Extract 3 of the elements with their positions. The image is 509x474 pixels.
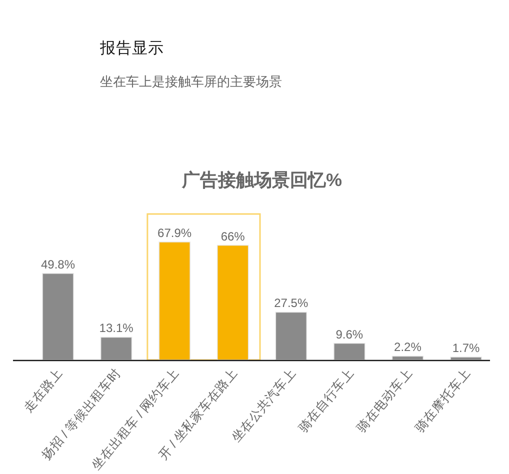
annotation: 坐在车上是接触车屏的主要场景 [100,74,282,89]
annotation: 报告显示 [100,40,164,57]
title: 广告接触场景回忆% [182,170,342,190]
